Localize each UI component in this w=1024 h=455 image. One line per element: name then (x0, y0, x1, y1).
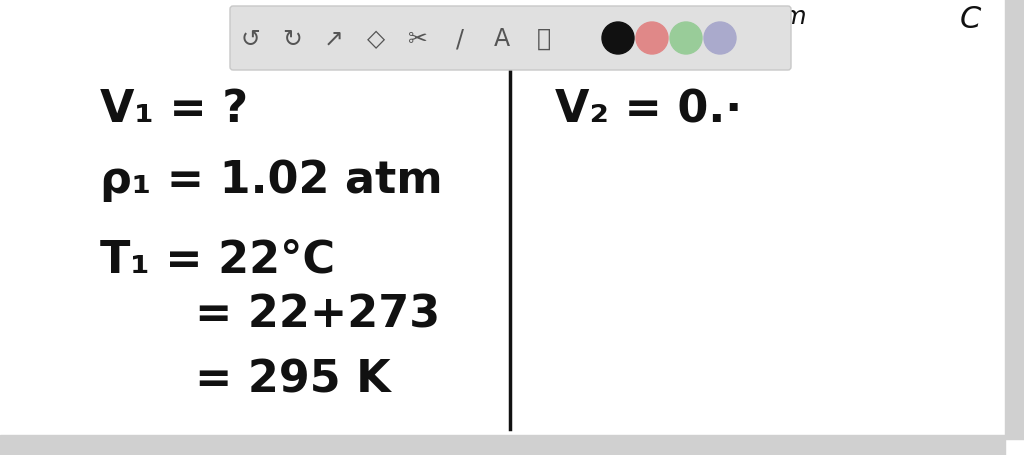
Text: T₁ = 22°C: T₁ = 22°C (100, 238, 335, 281)
Circle shape (636, 23, 668, 55)
Text: /: / (456, 27, 464, 51)
Bar (1005, 0, 1024, 439)
Text: V₂ = 0.·: V₂ = 0.· (555, 88, 742, 131)
Text: ✂: ✂ (409, 27, 428, 51)
Text: = 22+273: = 22+273 (195, 293, 440, 336)
Circle shape (602, 23, 634, 55)
Text: V₁ = ?: V₁ = ? (100, 88, 248, 131)
Text: 🖼: 🖼 (537, 27, 551, 51)
Text: Suκ: Suκ (584, 5, 636, 33)
Text: P₁atm: P₁atm (733, 5, 807, 29)
Text: ◇: ◇ (367, 27, 385, 51)
Text: ↺: ↺ (240, 27, 260, 51)
Circle shape (670, 23, 702, 55)
Text: ↗: ↗ (325, 27, 344, 51)
Bar (0, 435, 1005, 455)
Text: A: A (494, 27, 510, 51)
Text: = 295 K: = 295 K (195, 358, 390, 400)
Text: +: + (373, 5, 397, 34)
FancyBboxPatch shape (230, 7, 791, 71)
Text: C: C (959, 5, 981, 34)
Text: ρ₁ = 1.02 atm: ρ₁ = 1.02 atm (100, 158, 442, 201)
Text: ↻: ↻ (283, 27, 302, 51)
Circle shape (705, 23, 736, 55)
